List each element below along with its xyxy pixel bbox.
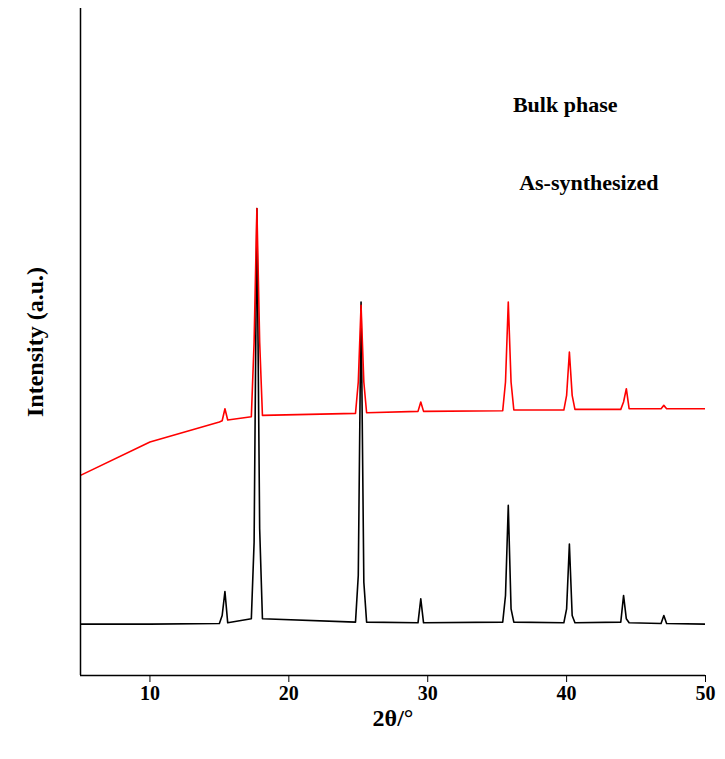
- svg-text:Intensity (a.u.): Intensity (a.u.): [22, 267, 48, 417]
- svg-text:As-synthesized: As-synthesized: [519, 170, 658, 195]
- svg-text:50: 50: [696, 682, 716, 704]
- svg-text:20: 20: [279, 682, 299, 704]
- svg-text:30: 30: [418, 682, 438, 704]
- svg-text:2θ/°: 2θ/°: [373, 705, 414, 731]
- svg-text:40: 40: [557, 682, 577, 704]
- svg-text:10: 10: [140, 682, 160, 704]
- svg-text:Bulk phase: Bulk phase: [513, 92, 618, 117]
